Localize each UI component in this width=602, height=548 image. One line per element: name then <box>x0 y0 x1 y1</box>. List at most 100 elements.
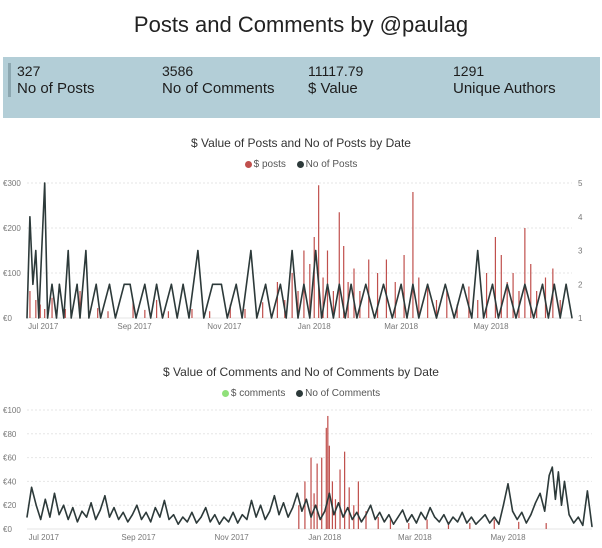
line-point <box>58 283 61 285</box>
line-point <box>67 249 69 252</box>
line-point <box>176 317 178 319</box>
y-tick-label: €80 <box>3 430 17 439</box>
bar <box>334 499 337 529</box>
bar <box>403 255 405 318</box>
line-point <box>544 510 546 512</box>
line-point <box>88 317 90 319</box>
line-point <box>161 317 164 319</box>
line-point <box>324 510 326 512</box>
bar <box>325 427 327 529</box>
line-point <box>429 506 431 509</box>
line-point <box>565 283 567 285</box>
kpi-comments: 3586 No of Comments <box>162 63 275 99</box>
x-tick-label: Jan 2018 <box>298 322 331 331</box>
bar <box>39 304 41 318</box>
line-point <box>297 317 299 319</box>
line-point <box>388 514 390 516</box>
line-point <box>255 516 257 518</box>
line-point <box>227 521 230 523</box>
line-point <box>466 522 468 524</box>
bar <box>385 259 388 318</box>
bar <box>107 311 109 318</box>
line-point <box>104 495 106 497</box>
line-point <box>123 283 125 285</box>
legend-label: $ comments <box>230 388 286 399</box>
legend-label: $ posts <box>253 159 286 170</box>
legend-item-posts[interactable]: $ posts <box>244 159 286 170</box>
legend-item-no-of-comments[interactable]: No of Comments <box>296 388 380 399</box>
line-point <box>108 516 111 518</box>
line-point <box>383 521 385 523</box>
bar <box>327 415 329 529</box>
legend-item-comments[interactable]: $ comments <box>221 388 286 399</box>
line-point <box>188 317 190 319</box>
line-point <box>525 522 527 524</box>
line-point <box>491 283 494 285</box>
bar <box>348 487 350 529</box>
line-point <box>168 518 170 521</box>
y-tick-label: €100 <box>3 269 21 278</box>
line-point <box>41 249 43 252</box>
line-point <box>200 516 202 518</box>
line-point <box>49 516 51 518</box>
line-point <box>241 317 243 319</box>
line-point <box>136 504 138 506</box>
chart1-title: $ Value of Posts and No of Posts by Date <box>191 136 411 150</box>
bar <box>368 259 370 318</box>
line-point <box>338 283 340 285</box>
kpi-label: $ Value <box>308 80 358 97</box>
bar <box>313 237 315 318</box>
bar <box>64 309 66 318</box>
bar <box>316 463 318 529</box>
chart2-legend: $ comments No of Comments <box>0 388 602 399</box>
line-point <box>182 516 184 518</box>
line-point <box>26 516 28 518</box>
line-point <box>315 249 317 252</box>
line-point <box>553 283 555 285</box>
line-point <box>53 492 56 494</box>
line-point <box>163 499 166 502</box>
line-point <box>554 498 556 500</box>
bar <box>209 311 211 318</box>
bar <box>377 517 379 529</box>
legend-item-no-of-posts[interactable]: No of Posts <box>296 159 357 170</box>
bar <box>559 300 561 318</box>
bar <box>79 291 81 318</box>
bar <box>191 309 193 318</box>
line-point <box>591 526 593 528</box>
bar <box>389 519 392 529</box>
line-point <box>51 283 53 285</box>
line-point <box>443 514 445 516</box>
line-point <box>369 504 372 506</box>
line-point <box>347 506 349 509</box>
bar <box>309 264 311 318</box>
x-tick-label: Sep 2017 <box>121 533 156 542</box>
line-point <box>461 511 463 513</box>
bar <box>339 469 341 529</box>
line-point <box>159 516 161 518</box>
line-point <box>557 471 560 473</box>
line-point <box>114 317 116 319</box>
y-tick-label: €0 <box>3 525 12 534</box>
bar <box>276 282 279 318</box>
line-point <box>241 514 243 516</box>
line-point <box>235 283 237 285</box>
line-point <box>226 317 228 319</box>
line-point <box>402 509 404 511</box>
line-point <box>296 492 298 494</box>
line-point <box>497 317 499 319</box>
bar <box>297 291 299 318</box>
line-point <box>291 249 293 252</box>
bar <box>167 311 170 318</box>
line-point <box>55 317 58 319</box>
kpi-value-dollars: 11117.79 $ Value <box>308 63 363 99</box>
bar <box>446 291 448 318</box>
line-point <box>32 283 34 285</box>
line-point <box>502 504 505 506</box>
line-point <box>127 521 129 523</box>
kpi-label: No of Comments <box>162 80 275 97</box>
y-tick-label: €60 <box>3 454 17 463</box>
y-tick-label: €40 <box>3 477 17 486</box>
line-point <box>462 283 464 285</box>
line-point <box>365 514 367 516</box>
